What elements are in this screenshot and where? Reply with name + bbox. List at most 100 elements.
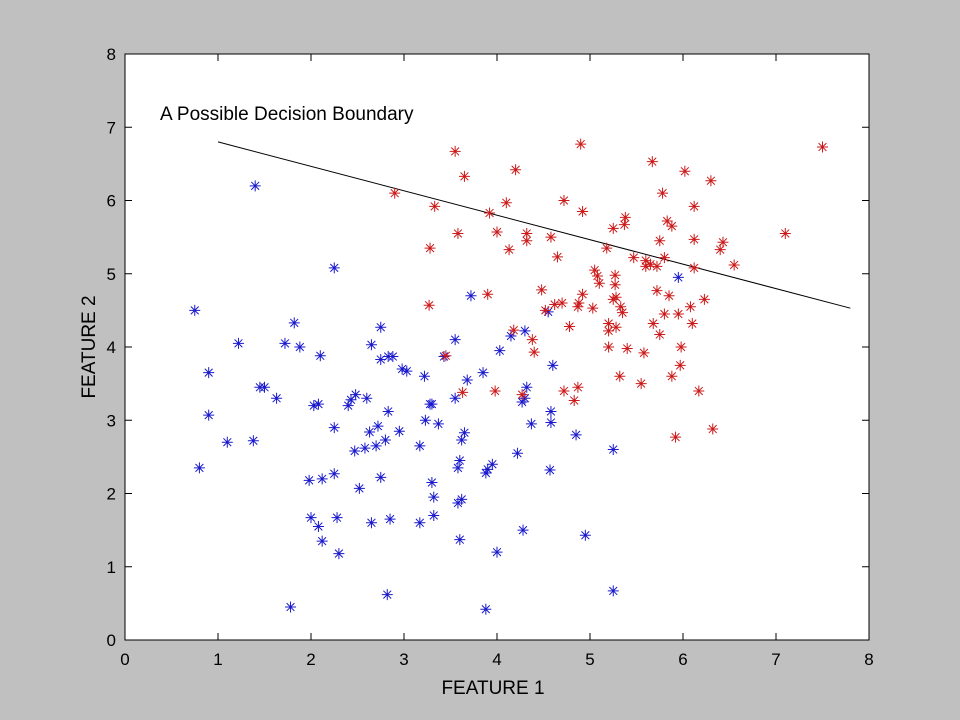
x-tick-label: 7 xyxy=(771,650,780,669)
data-point-series-2 xyxy=(817,141,828,153)
y-tick-label: 8 xyxy=(107,45,116,64)
data-point-series-2 xyxy=(510,164,522,176)
data-point-series-2 xyxy=(717,236,729,248)
data-point-series-2 xyxy=(646,156,658,168)
data-point-series-2 xyxy=(638,347,650,359)
data-point-series-1 xyxy=(570,429,582,441)
x-tick-label: 0 xyxy=(120,650,129,669)
data-point-series-1 xyxy=(452,462,464,474)
data-point-series-2 xyxy=(457,386,469,398)
x-tick-label: 8 xyxy=(864,650,873,669)
y-tick-label: 3 xyxy=(107,411,116,430)
data-point-series-1 xyxy=(349,445,361,457)
data-points xyxy=(189,138,828,615)
data-point-series-2 xyxy=(674,359,686,371)
data-point-series-2 xyxy=(728,259,740,271)
data-point-series-1 xyxy=(365,517,377,529)
data-point-series-1 xyxy=(365,339,377,351)
data-point-series-2 xyxy=(458,170,470,182)
y-tick-label: 5 xyxy=(107,265,116,284)
decision-boundary xyxy=(217,141,851,309)
data-point-series-2 xyxy=(644,258,656,270)
x-tick-label: 4 xyxy=(492,650,501,669)
data-point-series-2 xyxy=(779,227,791,239)
data-point-series-2 xyxy=(651,260,663,272)
data-point-series-2 xyxy=(575,138,587,150)
y-axis-label: FEATURE 2 xyxy=(79,295,100,398)
data-point-series-1 xyxy=(607,585,619,597)
data-point-series-2 xyxy=(666,220,678,232)
data-point-series-1 xyxy=(271,392,283,404)
data-point-series-1 xyxy=(259,381,270,393)
y-tick-label: 7 xyxy=(107,118,116,137)
data-point-series-1 xyxy=(458,427,470,439)
data-point-series-2 xyxy=(484,207,496,219)
data-point-series-2 xyxy=(647,318,659,330)
data-point-series-1 xyxy=(544,464,556,476)
data-point-series-2 xyxy=(609,269,621,281)
data-point-series-2 xyxy=(593,277,605,289)
data-point-series-2 xyxy=(500,197,512,209)
data-point-series-1 xyxy=(370,440,382,452)
data-point-series-1 xyxy=(359,442,371,454)
data-point-series-1 xyxy=(456,493,468,505)
data-point-series-1 xyxy=(477,367,489,379)
data-point-series-1 xyxy=(579,529,591,541)
data-point-series-1 xyxy=(401,365,413,377)
data-point-series-1 xyxy=(305,512,317,524)
data-point-series-2 xyxy=(551,251,563,263)
y-tick-label: 2 xyxy=(107,485,116,504)
data-point-series-1 xyxy=(545,405,557,417)
data-point-series-2 xyxy=(628,252,640,264)
data-point-series-1 xyxy=(454,455,466,467)
data-point-series-1 xyxy=(193,462,205,474)
data-point-series-2 xyxy=(536,284,548,296)
data-point-series-2 xyxy=(675,341,687,353)
data-point-series-1 xyxy=(382,405,394,417)
data-point-series-2 xyxy=(663,290,675,302)
data-point-series-2 xyxy=(661,215,673,227)
data-point-series-2 xyxy=(614,370,626,382)
data-point-series-1 xyxy=(333,548,345,560)
data-point-series-2 xyxy=(672,308,684,320)
data-point-series-1 xyxy=(303,474,315,486)
plot-area xyxy=(124,53,870,641)
decision-boundary-line xyxy=(217,141,851,309)
data-point-series-2 xyxy=(603,341,615,353)
data-point-series-1 xyxy=(375,321,387,333)
data-point-series-2 xyxy=(577,288,589,300)
data-point-series-1 xyxy=(449,334,461,346)
data-point-series-2 xyxy=(389,187,401,199)
data-point-series-1 xyxy=(432,418,444,430)
data-point-series-2 xyxy=(521,227,533,239)
data-point-series-2 xyxy=(572,301,584,313)
data-point-series-1 xyxy=(247,435,259,447)
data-point-series-1 xyxy=(454,534,466,546)
data-point-series-2 xyxy=(615,301,627,313)
data-point-series-2 xyxy=(558,385,570,397)
data-point-series-2 xyxy=(654,235,666,247)
data-point-series-2 xyxy=(528,346,540,358)
data-point-series-1 xyxy=(364,426,376,438)
data-point-series-1 xyxy=(379,434,391,446)
x-tick-label: 6 xyxy=(678,650,687,669)
data-point-series-2 xyxy=(423,299,435,311)
data-point-series-2 xyxy=(621,342,633,354)
data-point-series-1 xyxy=(375,471,387,483)
data-point-series-1 xyxy=(418,370,430,382)
data-point-series-2 xyxy=(549,299,561,311)
data-point-series-2 xyxy=(577,205,589,217)
data-point-series-2 xyxy=(658,308,670,320)
data-point-series-1 xyxy=(375,353,387,365)
data-point-series-1 xyxy=(353,482,365,494)
data-point-series-2 xyxy=(688,200,700,212)
data-point-series-1 xyxy=(542,306,554,318)
data-point-series-1 xyxy=(545,416,557,428)
y-tick-label: 1 xyxy=(107,558,116,577)
data-point-series-2 xyxy=(573,297,585,309)
data-point-series-1 xyxy=(547,359,559,371)
data-point-series-1 xyxy=(494,345,506,357)
data-point-series-2 xyxy=(618,219,630,231)
data-point-series-2 xyxy=(587,302,599,314)
data-point-series-1 xyxy=(312,520,324,532)
